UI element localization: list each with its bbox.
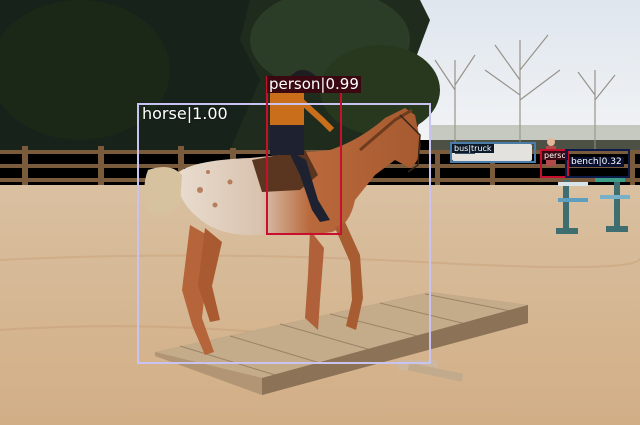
detection-label-person-distant: perso (542, 151, 569, 161)
detection-box-truck: bus|truck (450, 142, 536, 163)
detection-label-horse: horse|1.00 (142, 104, 228, 123)
detection-label-bench: bench|0.32 (569, 157, 624, 168)
detection-label-person: person|0.99 (267, 75, 361, 94)
detection-box-person-distant: perso (540, 149, 569, 178)
wooden-platform (155, 292, 528, 395)
detection-box-person: person|0.99 (266, 75, 361, 235)
bare-trees (434, 34, 616, 150)
detection-box-horse: horse|1.00 (137, 103, 431, 364)
jump-standards (556, 178, 630, 234)
detection-label-truck: bus|truck (452, 144, 494, 154)
detection-box-bench: bench|0.32 (565, 149, 630, 178)
